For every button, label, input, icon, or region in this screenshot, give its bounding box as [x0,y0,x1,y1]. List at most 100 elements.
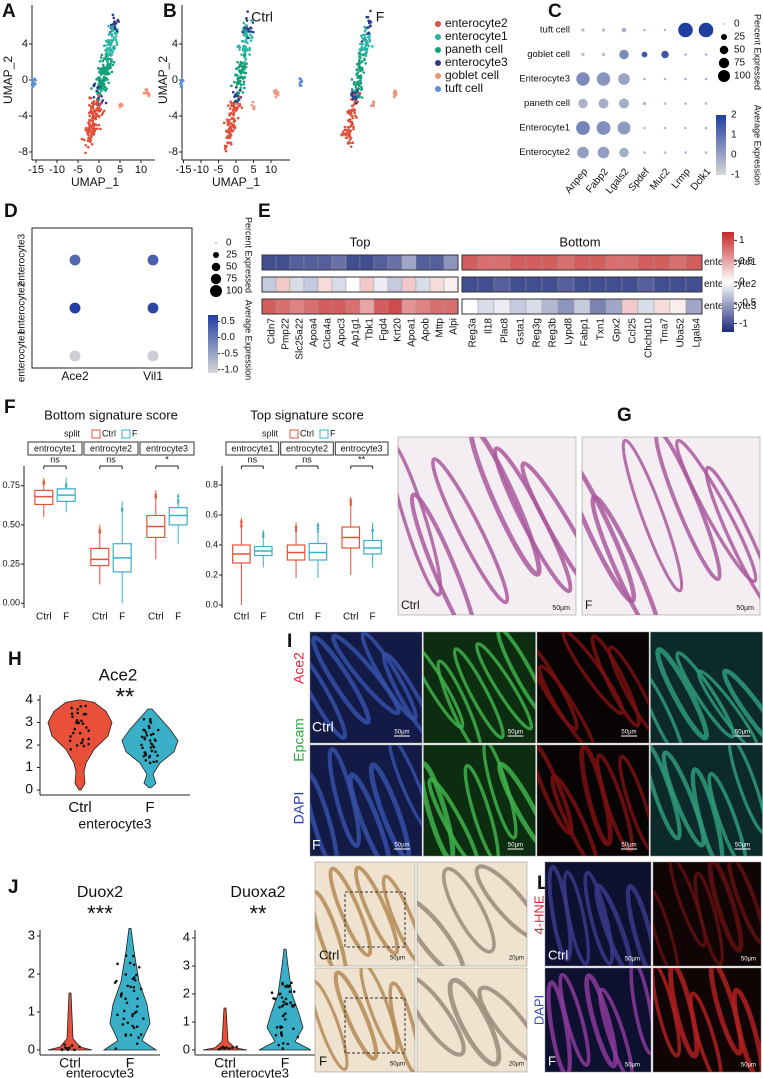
umap-point [244,65,248,69]
dot [69,302,81,314]
x-tick-label: F [145,799,154,816]
cell-point [76,711,80,715]
umap-point [272,90,276,93]
umap-point [352,82,356,86]
dot [578,98,588,109]
dot [601,28,606,32]
dot [704,53,708,56]
heat-cell [345,276,361,293]
heat-cell [387,298,403,315]
cell-point [80,741,84,744]
cell-point [123,1009,126,1013]
heat-cell [443,276,459,293]
umap-point [243,67,246,71]
dot [643,28,646,32]
y-tick-label: 1 [25,758,33,774]
dot [663,126,667,130]
y-tick-label: 0.6 [205,509,218,519]
cell-point [147,724,151,728]
cell-point [69,748,73,751]
umap-point [94,108,98,112]
outlier [316,527,320,530]
umap-point [244,38,248,42]
legend-title: Percent Expressed [244,217,254,293]
gene-label: Il18 [484,318,495,335]
cell-point [116,962,119,966]
umap-point [244,57,248,61]
y-tick-label: -4 [18,110,28,122]
cell-point [68,739,72,743]
umap-point [99,82,103,85]
umap-point [234,85,238,89]
legend-label: goblet cell [445,68,499,82]
dot [663,102,667,105]
legend-label: F [330,428,336,438]
cell-point [84,704,88,708]
cell-point [71,715,74,718]
villus [693,871,724,966]
umap-point [99,56,103,59]
umap-point [363,33,367,37]
box [90,547,110,567]
dot [69,254,81,266]
umap-point [362,71,366,74]
villus [727,745,763,835]
x-tick-label: Ctrl [68,799,91,816]
umap-point [114,38,118,42]
umap-point [355,94,359,97]
cell-point [75,744,79,747]
cell-point [284,1012,287,1015]
umap-point [354,91,357,95]
micrograph [314,967,416,1073]
y-tick-label: 2 [25,736,33,752]
cell-point [87,737,90,741]
umap-point [349,145,353,148]
villus [381,874,415,965]
umap-point [354,83,358,87]
umap-point [348,109,351,113]
panel-letter: F [4,397,16,418]
villus [430,457,510,605]
scale-bar-label: 50µm [552,605,570,612]
heat-cell [387,254,403,271]
umap-point [361,53,365,56]
heat-cell [289,254,305,271]
villus [584,973,618,1069]
umap-point [242,44,245,48]
y-tick-label: 1 [28,1003,35,1018]
y-tick-label: 0.00 [2,598,20,608]
umap-point [242,34,246,37]
significance: ** [249,901,267,926]
umap-point [233,119,237,122]
cell-point [73,1048,76,1052]
size-key-label: 0 [226,238,232,249]
dot [684,126,687,130]
stain-label: DAPI [531,995,546,1025]
colorbar-label: -1 [731,170,740,181]
cell-point [139,1033,143,1036]
outlier [262,535,265,539]
umap-point [372,100,376,104]
x-tick-label: Ctrl [36,612,52,623]
cell-point [148,754,152,758]
colorbar-label: -1 [739,318,748,329]
umap-point [242,53,246,57]
villus [520,461,576,605]
umap-point [180,78,184,82]
villus [436,659,483,743]
colorbar-label: 1 [739,235,745,246]
group-title: Bottom [559,234,600,249]
villus [311,635,371,725]
umap-point [102,78,105,82]
umap-point [233,95,236,99]
cell-point [131,1024,134,1028]
gene-label: Tma7 [660,318,671,344]
villus [696,669,761,743]
umap-point [249,39,253,42]
umap-point [363,30,367,33]
gene-label: Lgals2 [604,166,632,196]
villus [583,870,615,966]
umap-point [105,87,108,90]
outlier [240,525,243,529]
significance: ns [302,454,312,464]
